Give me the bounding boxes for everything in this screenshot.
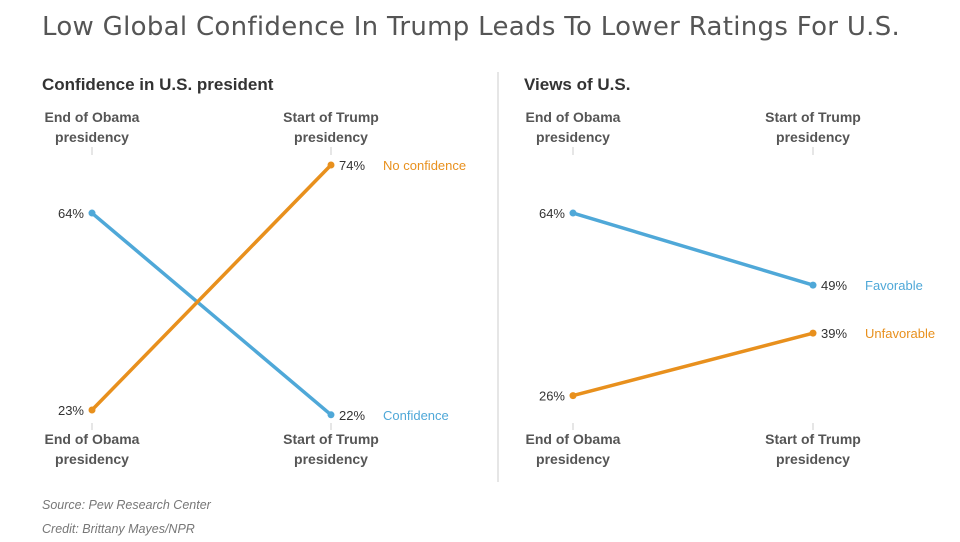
series-label: Confidence [383, 408, 449, 423]
series-label: No confidence [383, 158, 466, 173]
data-label: 64% [539, 206, 565, 221]
axis-label-top: presidency [294, 129, 368, 145]
data-label: 23% [58, 403, 84, 418]
axis-label-bottom: End of Obama [526, 431, 621, 447]
data-point [809, 281, 817, 289]
axis-label-bottom: presidency [294, 451, 368, 467]
data-point [809, 329, 817, 337]
chart-main-title: Low Global Confidence In Trump Leads To … [42, 12, 901, 42]
axis-label-bottom: Start of Trump [765, 431, 861, 447]
axis-label-bottom: End of Obama [45, 431, 140, 447]
data-label: 74% [339, 158, 365, 173]
series-label: Unfavorable [865, 326, 935, 341]
axis-label-top: End of Obama [45, 109, 140, 125]
data-point [88, 406, 96, 414]
axis-label-top: presidency [536, 129, 610, 145]
axis-label-top: End of Obama [526, 109, 621, 125]
axis-label-top: Start of Trump [283, 109, 379, 125]
axis-label-bottom: presidency [776, 451, 850, 467]
data-label: 39% [821, 326, 847, 341]
axis-label-bottom: presidency [55, 451, 129, 467]
credit-note: Credit: Brittany Mayes/NPR [42, 522, 195, 536]
series-line-unfavorable [571, 331, 815, 398]
panel-title-2: Views of U.S. [524, 75, 630, 94]
series-line-no-confidence [90, 163, 333, 412]
axis-label-bottom: Start of Trump [283, 431, 379, 447]
series-line-favorable [571, 211, 815, 287]
series-line-confidence [90, 211, 333, 417]
data-label: 22% [339, 408, 365, 423]
series-label: Favorable [865, 278, 923, 293]
axis-label-top: presidency [776, 129, 850, 145]
source-note: Source: Pew Research Center [42, 498, 212, 512]
axis-label-bottom: presidency [536, 451, 610, 467]
data-point [569, 392, 577, 400]
data-point [88, 209, 96, 217]
axis-label-top: Start of Trump [765, 109, 861, 125]
data-point [327, 161, 335, 169]
data-point [327, 411, 335, 419]
data-label: 64% [58, 206, 84, 221]
axis-label-top: presidency [55, 129, 129, 145]
data-label: 49% [821, 278, 847, 293]
panel-title-1: Confidence in U.S. president [42, 75, 274, 94]
data-point [569, 209, 577, 217]
data-label: 26% [539, 389, 565, 404]
